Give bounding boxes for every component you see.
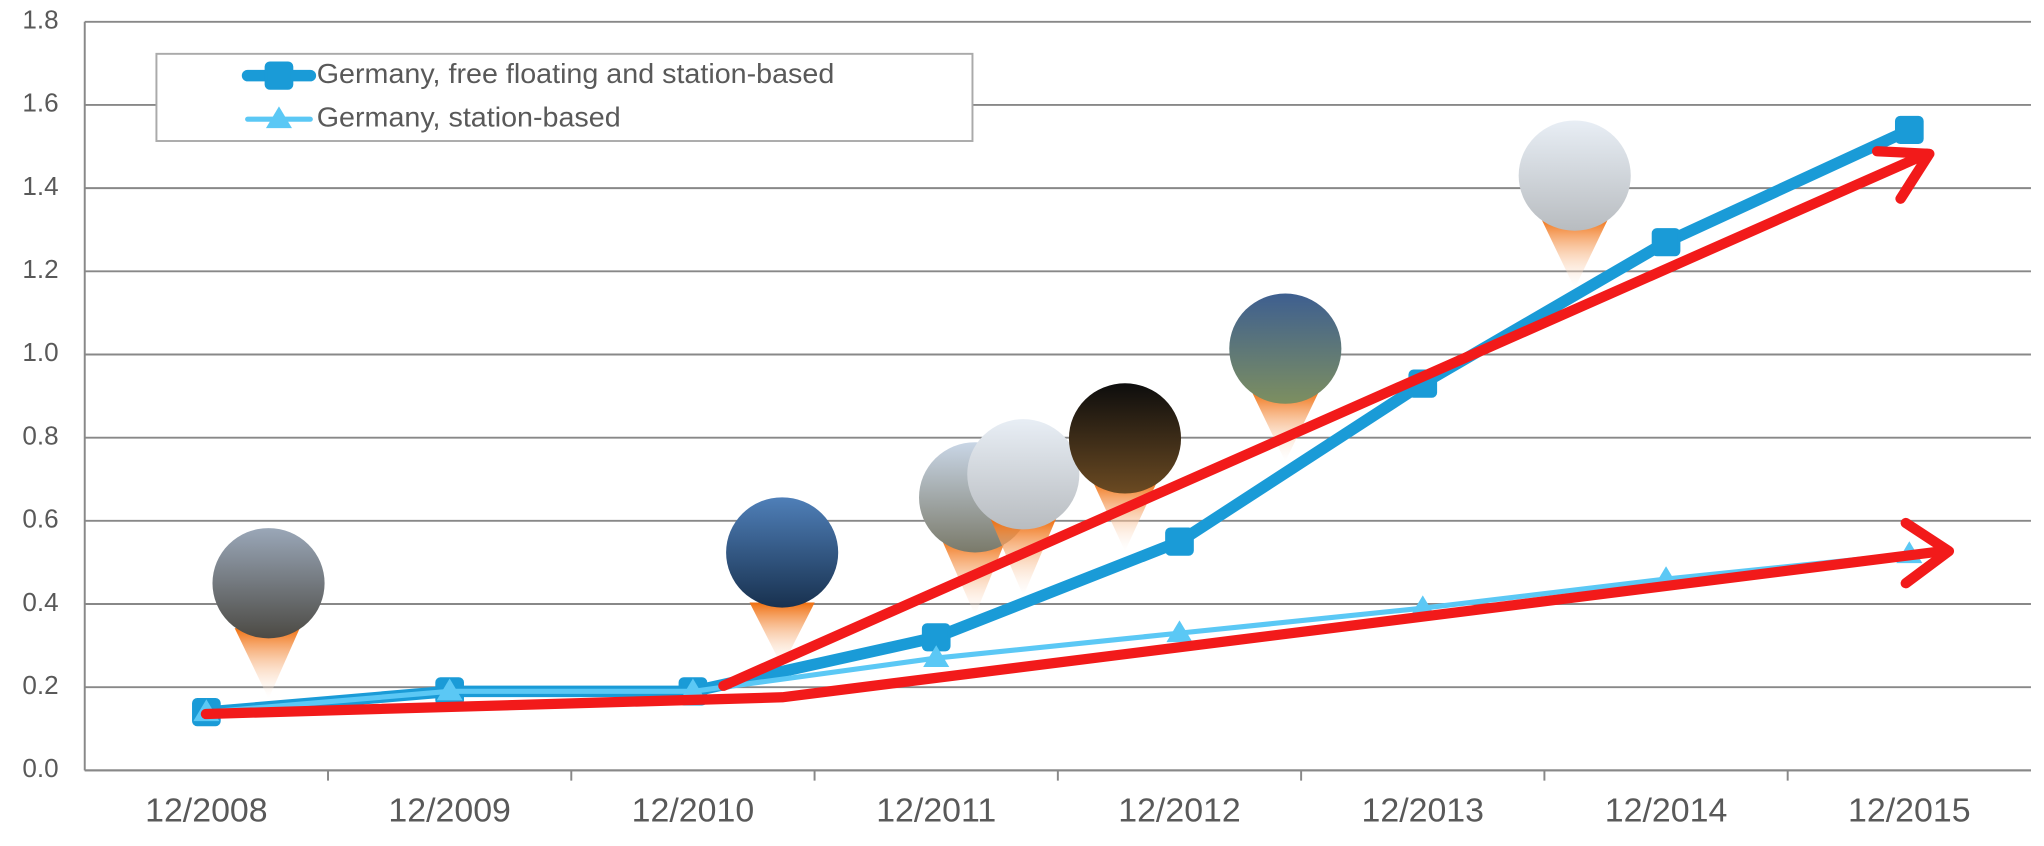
x-tick-label: 12/2008 [145,793,268,830]
series-line [205,124,1912,718]
x-tick-label: 12/2011 [876,793,996,830]
legend-label: Germany, free floating and station-based [317,58,835,90]
x-tick-label: 12/2013 [1362,793,1485,830]
legend-marker [264,61,294,90]
legend: Germany, free floating and station-based… [155,52,974,142]
x-tick-label: 12/2015 [1848,793,1971,830]
y-tick-label: 0.6 [22,506,58,534]
pin [212,528,325,699]
y-tick-label: 1.2 [22,256,58,284]
marker [1651,228,1681,257]
legend-label: Germany, station-based [317,102,621,134]
x-tick-label: 12/2009 [388,793,511,830]
y-tick-label: 1.6 [22,90,58,118]
legend-marker [265,106,292,129]
x-tick-label: 12/2010 [632,793,755,830]
trend-arrow [200,546,1948,720]
marker [923,645,950,668]
marker [1894,115,1924,145]
marker [1166,620,1193,643]
marker [1165,527,1194,556]
y-tick-label: 1.4 [22,173,58,201]
pin [726,497,839,667]
arrow-head [1900,517,1955,589]
photo-pins [212,120,1631,699]
y-tick-label: 0.0 [22,755,58,783]
y-tick-label: 0.8 [22,423,58,451]
trend-arrows [200,146,1955,720]
series [192,115,1924,727]
x-tick-label: 12/2012 [1118,793,1241,830]
y-tick-label: 1.8 [22,7,58,35]
y-tick-label: 0.4 [22,589,58,617]
pin [1518,120,1631,289]
pin [1229,293,1342,462]
marker [436,678,463,701]
grid: 0.0 0.2 0.4 0.6 0.8 1.0 1.2 1.4 1.6 1.8 12/2008 12/… [22,7,2031,830]
y-tick-label: 1.0 [22,339,58,367]
y-tick-label: 0.2 [22,672,58,700]
trend-arrow [718,148,1932,691]
arrow-head [1871,146,1935,204]
series-line [206,551,1910,715]
x-tick-label: 12/2014 [1605,793,1728,830]
